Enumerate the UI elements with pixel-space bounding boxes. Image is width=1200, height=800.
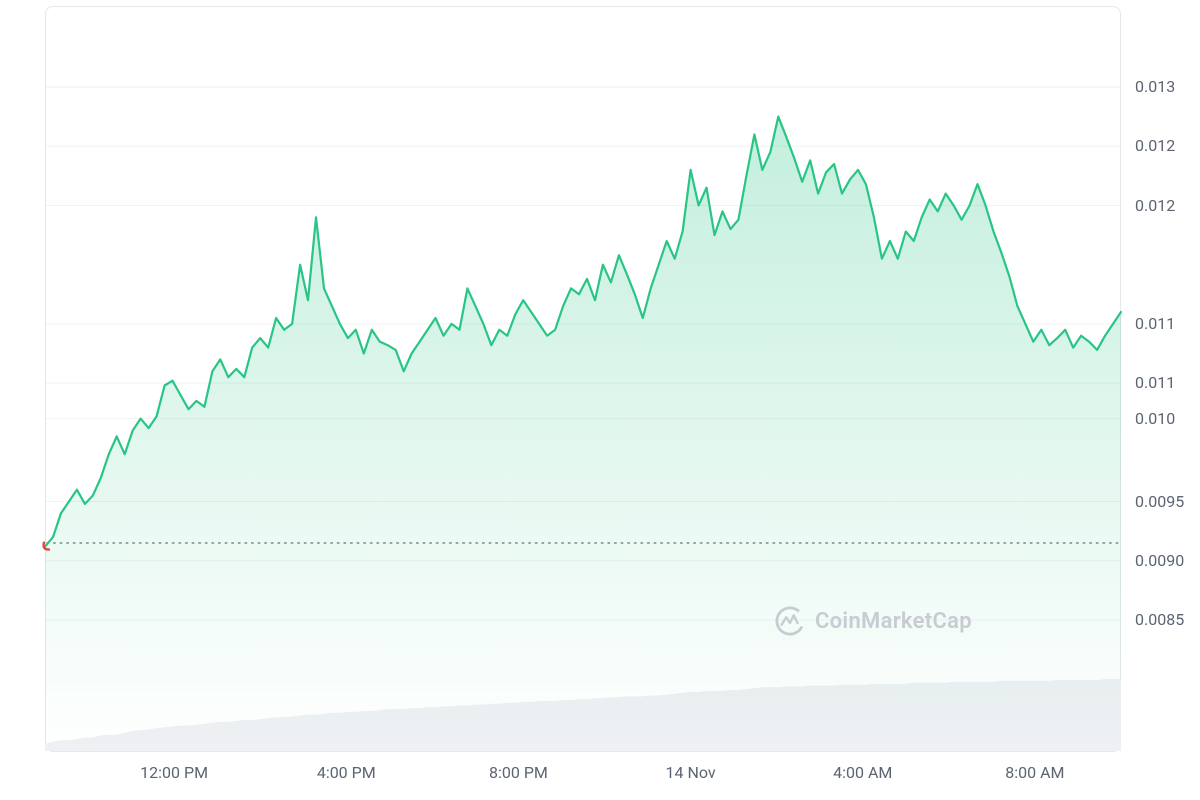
y-axis-tick-label: 0.013 bbox=[1135, 77, 1175, 96]
y-axis-tick-label: 0.0085 bbox=[1135, 610, 1184, 629]
y-axis-tick-label: 0.0090 bbox=[1135, 551, 1184, 570]
x-axis-tick-label: 8:00 PM bbox=[489, 763, 548, 782]
x-axis-tick-label: 14 Nov bbox=[666, 763, 716, 782]
y-axis-tick-label: 0.0095 bbox=[1135, 492, 1184, 511]
y-axis-tick-label: 0.011 bbox=[1135, 314, 1175, 333]
chart-svg bbox=[0, 0, 1200, 800]
x-axis-tick-label: 8:00 AM bbox=[1005, 763, 1064, 782]
y-axis-tick-label: 0.012 bbox=[1135, 136, 1175, 155]
x-axis-tick-label: 4:00 AM bbox=[833, 763, 892, 782]
x-axis-tick-label: 12:00 PM bbox=[140, 763, 208, 782]
y-axis-tick-label: 0.011 bbox=[1135, 373, 1175, 392]
y-axis-tick-label: 0.012 bbox=[1135, 196, 1175, 215]
y-axis-tick-label: 0.010 bbox=[1135, 409, 1175, 428]
x-axis-tick-label: 4:00 PM bbox=[317, 763, 376, 782]
